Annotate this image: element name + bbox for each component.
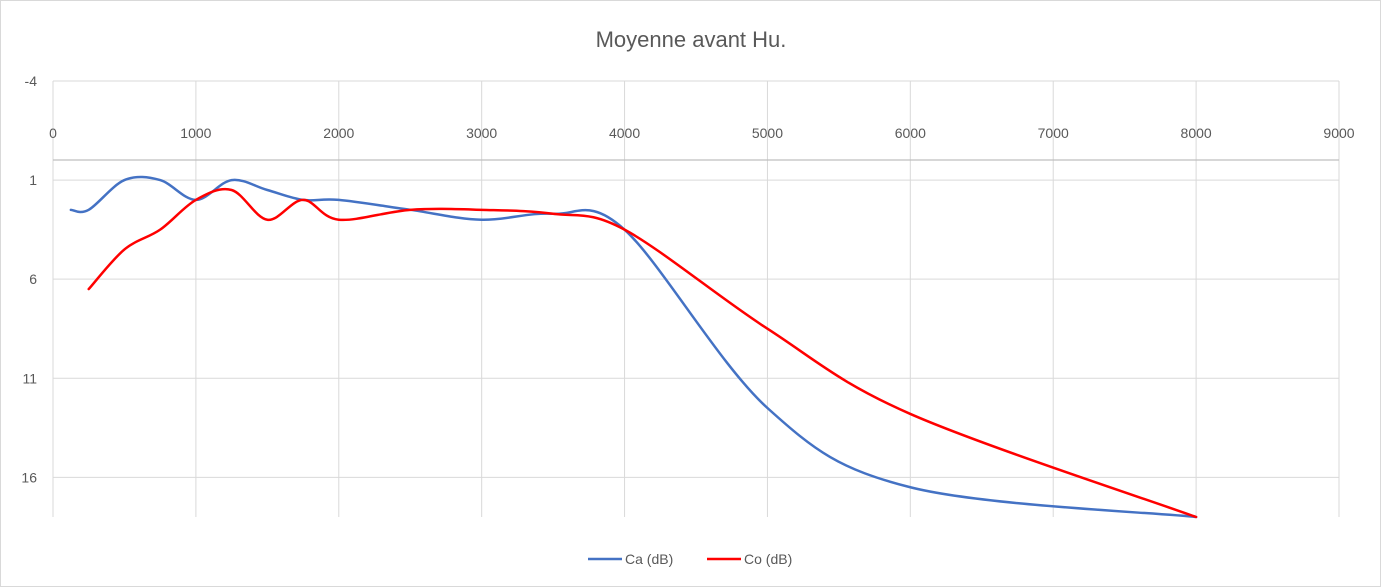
- x-tick-label: 8000: [1181, 125, 1212, 141]
- legend-label: Ca (dB): [625, 551, 673, 567]
- chart-title: Moyenne avant Hu.: [596, 27, 787, 52]
- x-tick-label: 4000: [609, 125, 640, 141]
- series-line-0: [69, 175, 1198, 519]
- legend-label: Co (dB): [744, 551, 792, 567]
- x-tick-label: 2000: [323, 125, 354, 141]
- x-tick-label: 3000: [466, 125, 497, 141]
- grid: [52, 80, 1340, 517]
- series-layer: [69, 175, 1198, 519]
- y-tick-label: -4: [25, 73, 38, 89]
- y-tick-label: 11: [22, 370, 37, 386]
- x-tick-label: 7000: [1038, 125, 1069, 141]
- x-axis-ticks: 0 1000 2000 3000 4000 5000 6000 7000 8000 9000: [49, 125, 1355, 141]
- y-tick-label: 6: [29, 271, 37, 287]
- x-tick-label: 9000: [1323, 125, 1354, 141]
- x-tick-label: 5000: [752, 125, 783, 141]
- x-tick-label: 0: [49, 125, 57, 141]
- y-tick-label: 1: [29, 172, 37, 188]
- y-tick-label: 16: [21, 469, 37, 485]
- x-tick-label: 6000: [895, 125, 926, 141]
- legend: Ca (dB) Co (dB): [588, 551, 792, 567]
- series-line-1: [87, 187, 1198, 519]
- x-tick-label: 1000: [180, 125, 211, 141]
